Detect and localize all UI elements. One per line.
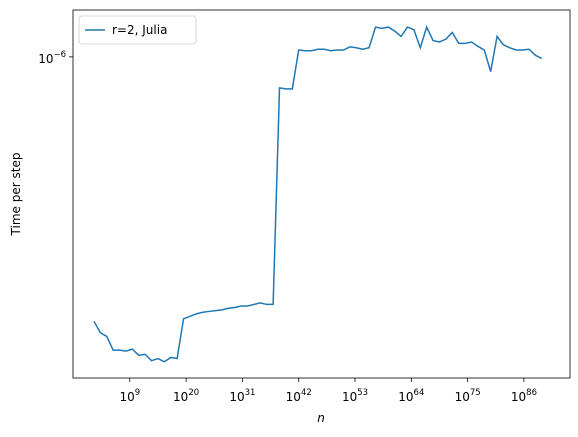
legend-label: r=2, Julia: [112, 23, 167, 37]
tick-label: 1075: [455, 388, 481, 404]
tick-label-exponent: 31: [245, 388, 256, 398]
axes-frame: [72, 9, 571, 379]
tick-label-exponent: −6: [53, 50, 66, 60]
tick-label-base: 10: [119, 390, 134, 404]
tick-label: 1042: [286, 388, 312, 404]
y-axis-label: Time per step: [9, 153, 23, 237]
tick-label: 109: [119, 388, 140, 404]
tick-label: 1020: [173, 388, 199, 404]
tick-label-base: 10: [342, 390, 357, 404]
tick-label-exponent: 64: [414, 388, 425, 398]
tick-label-exponent: 53: [357, 388, 368, 398]
tick-label-base: 10: [38, 52, 53, 66]
tick-label-exponent: 9: [135, 388, 140, 398]
tick-label: 1086: [511, 388, 537, 404]
tick-label: 10−6: [38, 50, 66, 66]
tick-label-base: 10: [173, 390, 188, 404]
tick-label-base: 10: [398, 390, 413, 404]
tick-label-base: 10: [229, 390, 244, 404]
tick-label-exponent: 75: [470, 388, 481, 398]
data-line: [93, 25, 543, 363]
tick-label-exponent: 20: [188, 388, 199, 398]
tick-label: 1053: [342, 388, 368, 404]
tick-label: 1064: [398, 388, 424, 404]
legend-box: [78, 15, 197, 45]
tick-label-exponent: 86: [526, 388, 537, 398]
tick-label-base: 10: [455, 390, 470, 404]
tick-label: 1031: [229, 388, 255, 404]
tick-label-base: 10: [511, 390, 526, 404]
tick-label-base: 10: [286, 390, 301, 404]
x-axis-label: n: [317, 411, 325, 425]
tick-label-exponent: 42: [301, 388, 312, 398]
